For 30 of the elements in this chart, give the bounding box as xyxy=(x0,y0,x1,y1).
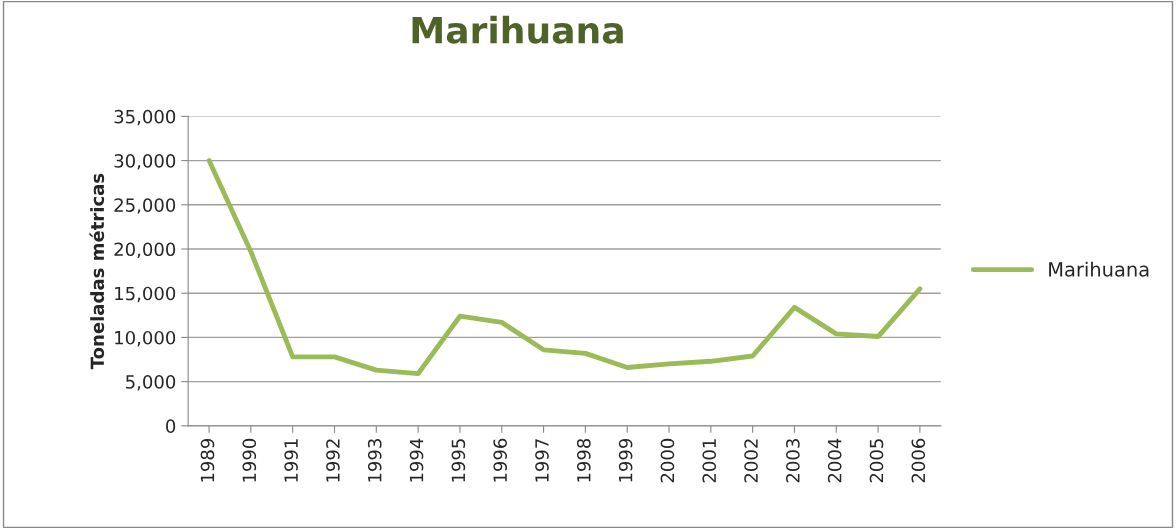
chart-title: Marihuana xyxy=(412,15,623,44)
x-tick-label: 1995 xyxy=(451,439,466,482)
y-tick-label: 15,000 xyxy=(115,286,176,303)
x-tick-label: 1994 xyxy=(409,438,424,482)
x-tick-label: 2004 xyxy=(827,438,842,483)
x-tick-label: 1997 xyxy=(535,439,549,482)
x-tick-label: 1990 xyxy=(242,438,257,482)
x-tick-label: 2000 xyxy=(660,438,675,483)
y-tick-label: 35,000 xyxy=(114,109,176,126)
x-tick-label: 1992 xyxy=(326,439,340,482)
y-axis-title: Toneladas métricas xyxy=(89,173,105,370)
x-tick-label: 1991 xyxy=(284,439,298,482)
y-tick-label: 20,000 xyxy=(114,242,176,258)
x-tick-label: 1996 xyxy=(493,438,507,482)
x-tick-label: 1993 xyxy=(367,439,382,482)
x-tick-label: 2006 xyxy=(911,438,926,483)
x-tick-label: 1999 xyxy=(618,438,633,482)
y-tick-label: 5,000 xyxy=(126,375,176,391)
y-tick-label: 10,000 xyxy=(115,330,176,347)
y-tick-label: 30,000 xyxy=(114,154,176,170)
x-tick-label: 1989 xyxy=(200,438,215,482)
x-tick-label: 1998 xyxy=(576,438,591,482)
y-tick-label: 0 xyxy=(166,419,176,433)
x-tick-label: 2002 xyxy=(744,439,758,483)
x-tick-label: 2001 xyxy=(702,439,717,483)
line-series xyxy=(206,158,923,377)
y-tick-label: 25,000 xyxy=(114,198,176,214)
x-tick-label: 2003 xyxy=(786,439,800,483)
legend-label: Marihuana xyxy=(1049,261,1149,277)
x-tick-label: 2005 xyxy=(869,439,884,483)
